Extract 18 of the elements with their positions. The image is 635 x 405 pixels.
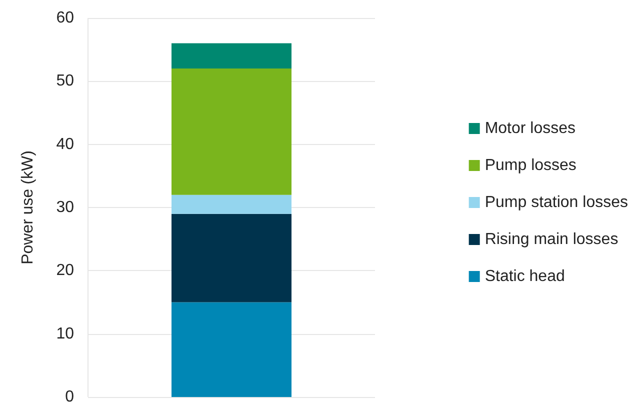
- bar: [172, 302, 292, 397]
- bar: [172, 68, 292, 195]
- legend-label: Pump losses: [484, 157, 576, 174]
- y-tick-label: 0: [65, 388, 74, 405]
- y-tick-label: 10: [56, 325, 74, 342]
- bar: [172, 43, 292, 69]
- y-tick-label: 30: [56, 199, 74, 216]
- legend-label: Motor losses: [484, 120, 576, 137]
- y-tick-label: 50: [56, 72, 74, 90]
- bar: [172, 194, 292, 214]
- legend-label: Pump station losses: [484, 194, 628, 211]
- y-tick-label: 60: [56, 10, 74, 26]
- legend-label: Static head: [484, 268, 565, 285]
- y-tick-label: 40: [56, 136, 74, 153]
- y-tick-label: 20: [56, 262, 74, 280]
- bar: [172, 214, 292, 302]
- y-axis-title: Power use (kW): [20, 150, 36, 264]
- legend-label: Rising main losses: [484, 231, 618, 248]
